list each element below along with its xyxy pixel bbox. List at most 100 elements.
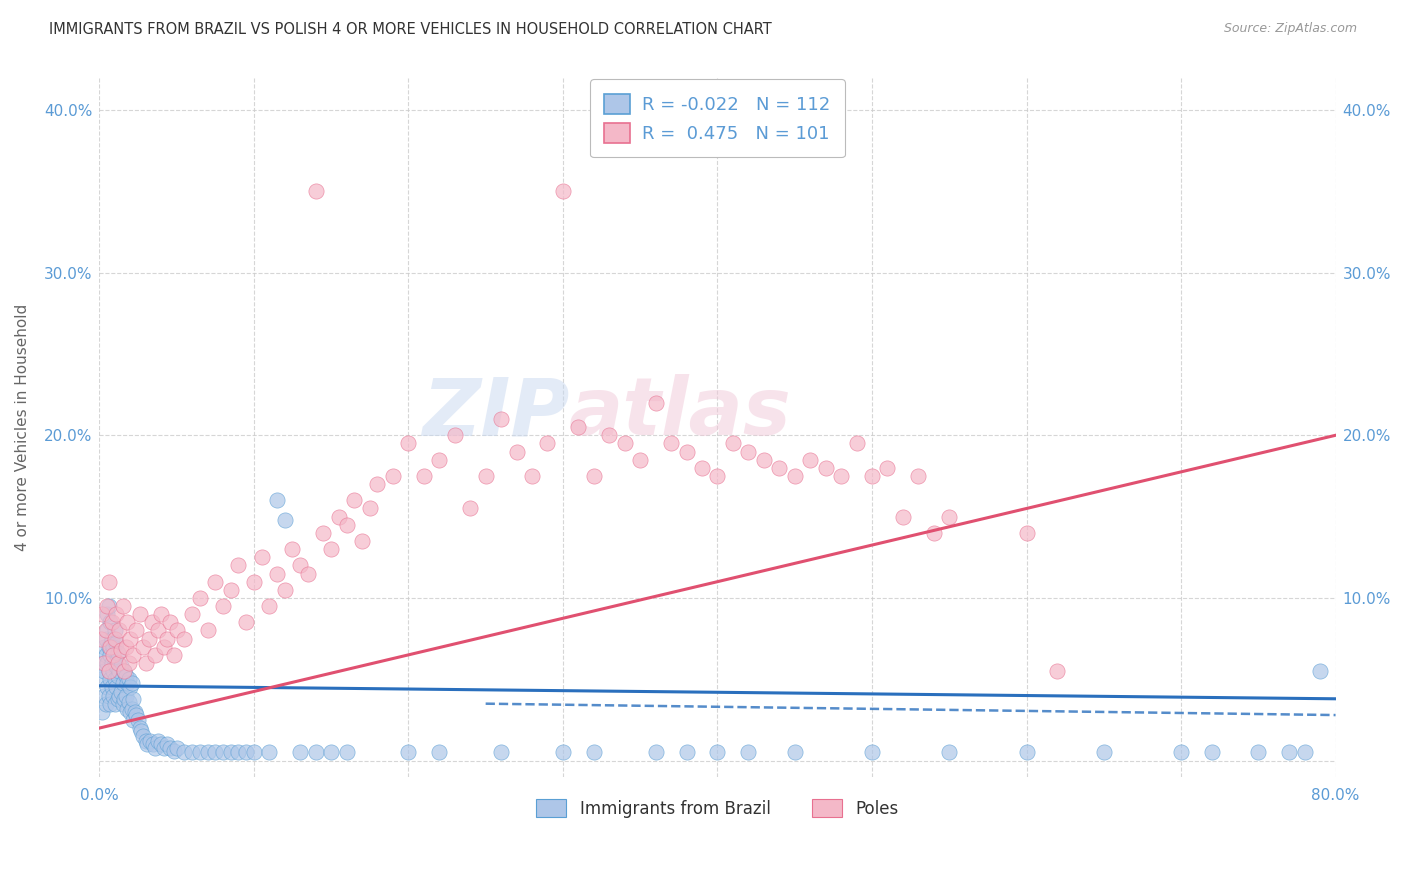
Point bbox=[938, 746, 960, 760]
Point bbox=[105, 659, 128, 673]
Point bbox=[108, 624, 131, 638]
Point bbox=[110, 659, 132, 673]
Point bbox=[396, 746, 419, 760]
Point bbox=[97, 664, 120, 678]
Point bbox=[321, 746, 343, 760]
Point bbox=[305, 184, 328, 198]
Point bbox=[94, 697, 117, 711]
Point bbox=[505, 444, 527, 458]
Point bbox=[443, 428, 465, 442]
Point bbox=[96, 681, 118, 695]
Point bbox=[1170, 746, 1192, 760]
Point bbox=[111, 697, 134, 711]
Point bbox=[188, 591, 211, 605]
Point bbox=[1309, 664, 1331, 678]
Point bbox=[212, 599, 235, 613]
Point bbox=[250, 550, 273, 565]
Point bbox=[181, 746, 204, 760]
Point bbox=[93, 664, 115, 678]
Point bbox=[335, 517, 357, 532]
Point bbox=[675, 746, 697, 760]
Point bbox=[94, 648, 117, 662]
Point bbox=[752, 452, 775, 467]
Point bbox=[582, 746, 605, 760]
Point bbox=[121, 701, 143, 715]
Point bbox=[907, 469, 929, 483]
Point bbox=[343, 493, 366, 508]
Point bbox=[96, 607, 118, 622]
Point bbox=[1294, 746, 1316, 760]
Point bbox=[98, 697, 121, 711]
Point bbox=[118, 673, 141, 687]
Point bbox=[91, 607, 114, 622]
Point bbox=[104, 632, 127, 646]
Point bbox=[830, 469, 852, 483]
Point bbox=[112, 664, 135, 678]
Point bbox=[94, 624, 117, 638]
Point bbox=[350, 534, 373, 549]
Point bbox=[104, 673, 127, 687]
Point bbox=[121, 675, 143, 690]
Point bbox=[135, 734, 157, 748]
Text: Source: ZipAtlas.com: Source: ZipAtlas.com bbox=[1223, 22, 1357, 36]
Point bbox=[93, 640, 115, 654]
Point bbox=[219, 582, 242, 597]
Point bbox=[156, 737, 179, 751]
Point bbox=[297, 566, 319, 581]
Point bbox=[706, 469, 728, 483]
Point bbox=[104, 624, 127, 638]
Point bbox=[551, 746, 574, 760]
Point bbox=[235, 615, 257, 630]
Point bbox=[427, 746, 450, 760]
Point bbox=[551, 184, 574, 198]
Point bbox=[259, 599, 281, 613]
Point bbox=[266, 493, 288, 508]
Point bbox=[166, 740, 188, 755]
Point bbox=[799, 452, 821, 467]
Point bbox=[97, 689, 120, 703]
Point bbox=[474, 469, 496, 483]
Legend: Immigrants from Brazil, Poles: Immigrants from Brazil, Poles bbox=[530, 792, 905, 824]
Point bbox=[100, 681, 122, 695]
Point bbox=[737, 746, 759, 760]
Point bbox=[922, 525, 945, 540]
Point bbox=[845, 436, 868, 450]
Point bbox=[135, 656, 157, 670]
Point bbox=[110, 643, 132, 657]
Point bbox=[131, 640, 153, 654]
Point bbox=[138, 632, 160, 646]
Point bbox=[125, 624, 148, 638]
Point bbox=[197, 624, 219, 638]
Point bbox=[100, 615, 122, 630]
Point bbox=[412, 469, 434, 483]
Point bbox=[489, 746, 512, 760]
Point bbox=[212, 746, 235, 760]
Point bbox=[118, 656, 141, 670]
Point bbox=[156, 632, 179, 646]
Point bbox=[98, 648, 121, 662]
Point bbox=[228, 558, 250, 573]
Point bbox=[110, 685, 132, 699]
Point bbox=[162, 744, 184, 758]
Point bbox=[143, 740, 166, 755]
Point bbox=[96, 624, 118, 638]
Point bbox=[96, 599, 118, 613]
Point bbox=[582, 469, 605, 483]
Point bbox=[159, 615, 181, 630]
Point bbox=[107, 646, 129, 660]
Point bbox=[125, 708, 148, 723]
Point bbox=[94, 632, 117, 646]
Point bbox=[188, 746, 211, 760]
Point bbox=[938, 509, 960, 524]
Point bbox=[162, 648, 184, 662]
Point bbox=[520, 469, 543, 483]
Point bbox=[876, 460, 898, 475]
Point bbox=[96, 656, 118, 670]
Text: IMMIGRANTS FROM BRAZIL VS POLISH 4 OR MORE VEHICLES IN HOUSEHOLD CORRELATION CHA: IMMIGRANTS FROM BRAZIL VS POLISH 4 OR MO… bbox=[49, 22, 772, 37]
Point bbox=[114, 640, 136, 654]
Point bbox=[120, 681, 142, 695]
Text: ZIP: ZIP bbox=[422, 374, 569, 452]
Point bbox=[536, 436, 558, 450]
Point bbox=[111, 675, 134, 690]
Point bbox=[98, 673, 121, 687]
